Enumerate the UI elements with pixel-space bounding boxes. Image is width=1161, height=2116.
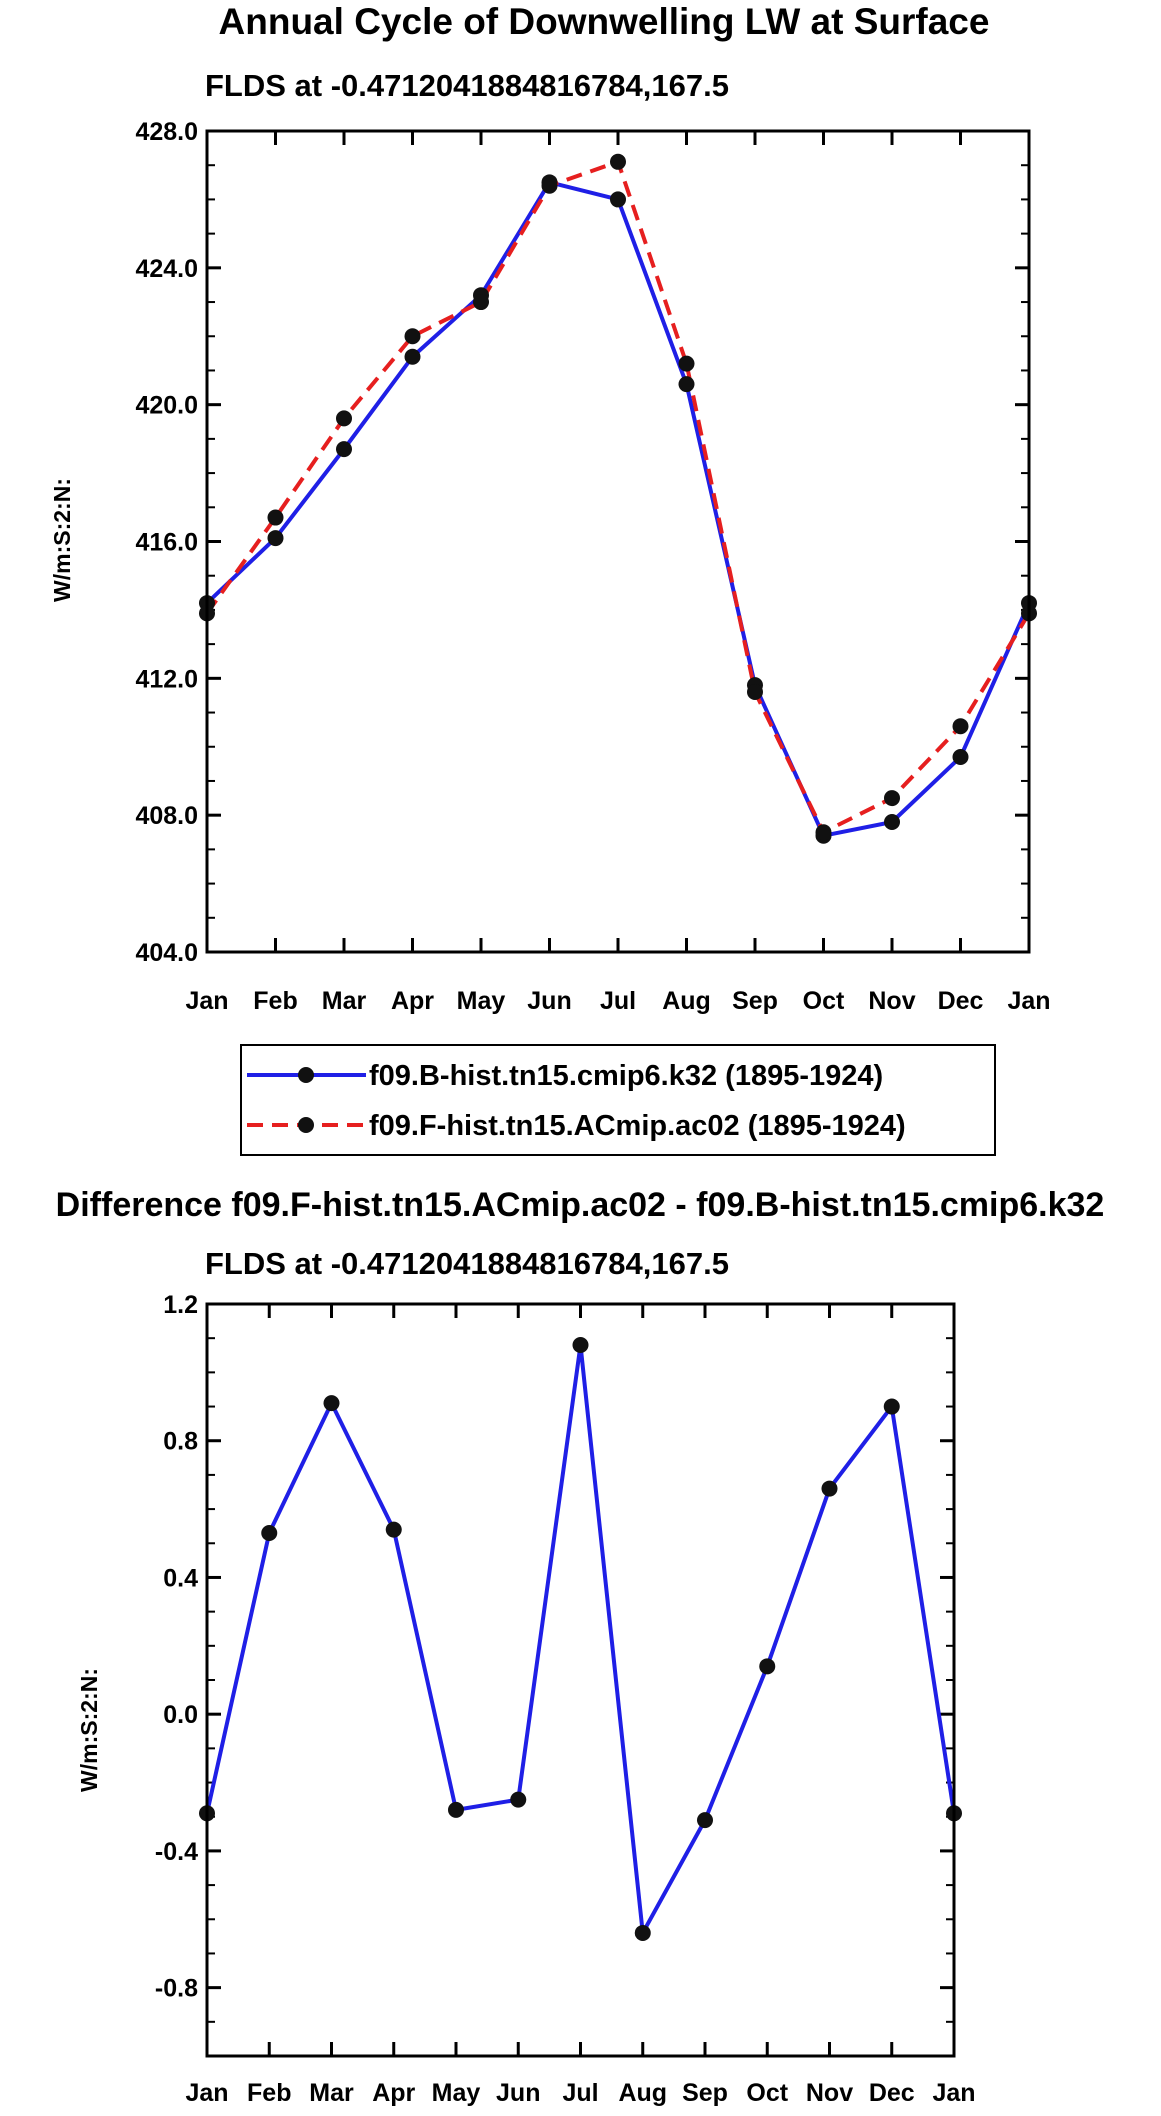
chart-2-x-tick-label: Dec xyxy=(869,2079,915,2107)
chart-2-y-tick-label: 0.4 xyxy=(163,1564,198,1592)
chart-1-x-tick-label: Jan xyxy=(185,987,228,1015)
chart-1-series-2-point xyxy=(267,509,284,526)
chart-1-subtitle: FLDS at -0.4712041884816784,167.5 xyxy=(205,68,729,103)
chart-2-series-1-point xyxy=(510,1791,527,1808)
chart-2-x-tick-label: Mar xyxy=(309,2079,354,2107)
chart-2-series-1-point xyxy=(697,1812,713,1829)
chart-1-ticks xyxy=(205,129,1031,954)
chart-1-x-tick-label: Jun xyxy=(527,987,571,1015)
chart-2: Difference f09.F-hist.tn15.ACmip.ac02 - … xyxy=(56,1186,1105,2107)
chart-2-x-tick-label: Sep xyxy=(682,2079,728,2107)
chart-2-y-tick-label: 1.2 xyxy=(163,1291,198,1319)
chart-1-series-1-point xyxy=(267,530,284,547)
chart-1-x-tick-label: Jul xyxy=(600,987,636,1015)
chart-1-title: Annual Cycle of Downwelling LW at Surfac… xyxy=(219,1,990,42)
chart-1-series-2-line xyxy=(205,159,1031,835)
chart-1-y-tick-label: 404.0 xyxy=(135,939,198,967)
chart-2-y-tick-label: 0.0 xyxy=(163,1701,198,1729)
chart-1-ylabel: W/m:S:2:N: xyxy=(49,478,75,602)
chart-2-series xyxy=(199,1337,962,1941)
chart-2-x-tick-label: Feb xyxy=(247,2079,291,2107)
chart-1-series-1-point xyxy=(610,191,626,208)
chart-2-y-tick-label: 0.8 xyxy=(163,1428,198,1456)
chart-2-x-tick-label: Jan xyxy=(185,2079,228,2107)
chart-1-x-tick-label: May xyxy=(457,987,506,1015)
chart-1-x-tick-label: Feb xyxy=(253,987,297,1015)
legend-entry-1: f09.B-hist.tn15.cmip6.k32 (1895-1924) xyxy=(247,1060,883,1092)
chart-1-y-tick-label: 408.0 xyxy=(135,802,198,830)
chart-1-series-2-point xyxy=(884,790,900,807)
legend-2-marker xyxy=(298,1117,314,1133)
chart-2-title: Difference f09.F-hist.tn15.ACmip.ac02 - … xyxy=(56,1186,1105,1224)
chart-1-series-1-line xyxy=(205,180,1031,838)
chart-1-y-tick-label: 428.0 xyxy=(135,118,198,146)
chart-2-y-tick-label: -0.4 xyxy=(155,1838,198,1866)
chart-1-series-1-point xyxy=(952,749,969,766)
chart-2-series-1-point xyxy=(759,1658,776,1675)
chart-2-series-1-point xyxy=(323,1395,340,1412)
chart-2-series-1-point xyxy=(883,1398,900,1415)
chart-2-series-1-point xyxy=(385,1521,402,1538)
chart-2-x-tick-labels: Jan Feb Mar Apr May Jun Jul Aug Sep Oct Nov Dec Jan xyxy=(185,2079,975,2107)
chart-2-ylabel: W/m:S:2:N: xyxy=(76,1668,102,1792)
chart-1-series-2-point xyxy=(473,294,489,311)
chart-2-subtitle: FLDS at -0.4712041884816784,167.5 xyxy=(205,1246,729,1281)
chart-1-series-2-point xyxy=(952,718,969,735)
chart-1-series-2-point xyxy=(610,153,626,170)
chart-1-series-1-point xyxy=(884,814,900,831)
chart-2-x-tick-label: Aug xyxy=(618,2079,667,2107)
legend-1-marker xyxy=(298,1067,314,1083)
chart-1-series-2-point xyxy=(747,684,763,701)
chart-2-y-tick-labels: -0.8 -0.4 0.0 0.4 0.8 1.2 xyxy=(155,1291,198,2003)
chart-1-y-tick-label: 424.0 xyxy=(135,255,198,283)
chart-2-x-tick-label: Jun xyxy=(496,2079,540,2107)
legend-2-label: f09.F-hist.tn15.ACmip.ac02 (1895-1924) xyxy=(369,1110,906,1142)
chart-1-y-tick-label: 416.0 xyxy=(135,529,198,557)
chart-1-series-1-point xyxy=(678,376,695,393)
chart-1-series-2-point xyxy=(541,177,558,194)
chart-1: Annual Cycle of Downwelling LW at Surfac… xyxy=(49,1,1051,1156)
chart-2-ticks xyxy=(205,1302,956,2057)
chart-1-series-1-point xyxy=(404,348,421,365)
chart-2-x-tick-label: Apr xyxy=(372,2079,415,2107)
chart-2-series-1-point xyxy=(572,1337,589,1354)
chart-1-series-2-point xyxy=(404,328,421,345)
chart-1-y-tick-label: 412.0 xyxy=(135,665,198,693)
chart-2-series-1-point xyxy=(448,1801,464,1818)
chart-2-x-tick-label: Jul xyxy=(562,2079,598,2107)
chart-1-y-tick-labels: 404.0 408.0 412.0 416.0 420.0 424.0 428.0 xyxy=(135,118,198,967)
chart-2-x-tick-label: Jan xyxy=(932,2079,975,2107)
legend-frame xyxy=(240,1044,996,1156)
chart-1-x-tick-label: Mar xyxy=(322,987,367,1015)
chart-1-series-1-point xyxy=(336,441,352,458)
chart-1-plot-frame xyxy=(205,129,1031,954)
chart-2-plot-frame xyxy=(205,1302,956,2058)
chart-1-series-2-point xyxy=(815,824,832,841)
chart-1-x-tick-label: Nov xyxy=(868,987,915,1015)
chart-2-series-1-point xyxy=(261,1525,278,1542)
chart-2-series-1-line xyxy=(205,1343,956,1935)
chart-2-y-tick-label: -0.8 xyxy=(155,1975,198,2003)
chart-2-x-tick-label: Nov xyxy=(806,2079,853,2107)
chart-1-legend: f09.B-hist.tn15.cmip6.k32 (1895-1924) f0… xyxy=(240,1044,996,1156)
chart-1-x-tick-label: Oct xyxy=(803,987,845,1015)
chart-1-x-tick-label: Apr xyxy=(391,987,434,1015)
chart-1-y-tick-label: 420.0 xyxy=(135,392,198,420)
chart-2-x-tick-label: Oct xyxy=(746,2079,788,2107)
chart-1-series-2-point xyxy=(678,355,695,372)
chart-2-x-tick-label: May xyxy=(432,2079,481,2107)
chart-2-series-1-point xyxy=(821,1480,838,1497)
chart-1-x-tick-label: Jan xyxy=(1007,987,1050,1015)
chart-1-x-tick-label: Sep xyxy=(732,987,778,1015)
chart-1-x-tick-labels: Jan Feb Mar Apr May Jun Jul Aug Sep Oct Nov Dec Jan xyxy=(185,987,1050,1015)
chart-1-series xyxy=(199,153,1037,844)
chart-1-x-tick-label: Aug xyxy=(662,987,711,1015)
chart-1-x-tick-label: Dec xyxy=(938,987,984,1015)
legend-1-label: f09.B-hist.tn15.cmip6.k32 (1895-1924) xyxy=(369,1060,883,1092)
legend-entry-2: f09.F-hist.tn15.ACmip.ac02 (1895-1924) xyxy=(247,1110,906,1142)
chart-2-series-1-point xyxy=(634,1924,651,1941)
chart-1-series-2-point xyxy=(336,410,352,427)
